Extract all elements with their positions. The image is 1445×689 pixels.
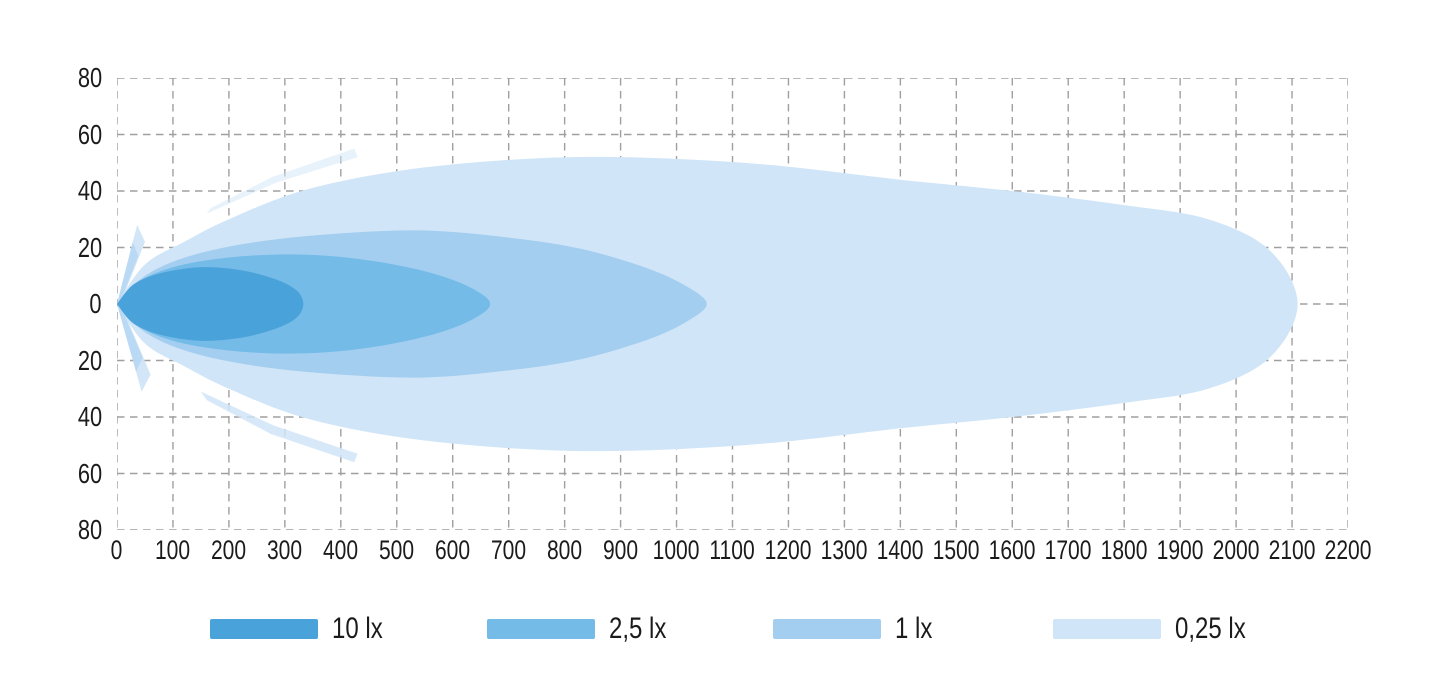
- x-tick-text: 1400: [876, 535, 924, 565]
- x-tick-label: 0: [69, 536, 165, 564]
- x-tick-label: 400: [293, 536, 389, 564]
- x-tick-text: 700: [491, 535, 527, 565]
- x-tick-text: 300: [267, 535, 303, 565]
- x-tick-text: 1100: [709, 535, 756, 565]
- flare-upper-inner-spike: [117, 241, 139, 304]
- x-tick-label: 300: [237, 536, 333, 564]
- y-tick-text: 0: [89, 288, 102, 319]
- x-tick-label: 1400: [852, 536, 948, 564]
- x-tick-text: 900: [603, 535, 639, 565]
- y-tick-label: 80: [32, 64, 102, 92]
- x-tick-text: 1600: [988, 535, 1036, 565]
- x-tick-label: 1500: [908, 536, 1004, 564]
- x-tick-label: 500: [349, 536, 445, 564]
- x-tick-label: 1700: [1020, 536, 1116, 564]
- x-tick-label: 1900: [1132, 536, 1228, 564]
- legend-label: 1 lx: [895, 614, 942, 644]
- legend-label: 0,25 lx: [1175, 614, 1263, 644]
- x-tick-label: 700: [461, 536, 557, 564]
- x-tick-label: 2100: [1244, 536, 1340, 564]
- y-tick-text: 20: [77, 231, 102, 263]
- x-tick-text: 1000: [653, 535, 700, 565]
- x-tick-label: 1800: [1076, 536, 1172, 564]
- y-tick-label: 40: [32, 177, 102, 205]
- legend-swatch-025lx: [1053, 619, 1161, 639]
- flare-lower-inner-spike: [117, 304, 143, 372]
- x-tick-text: 0: [111, 535, 123, 565]
- y-tick-label: 40: [32, 403, 102, 431]
- legend-swatch-1lx: [773, 619, 881, 639]
- x-tick-text: 1300: [820, 535, 868, 565]
- x-tick-label: 1300: [796, 536, 892, 564]
- x-tick-label: 1000: [629, 536, 725, 564]
- y-tick-label: 60: [32, 457, 102, 489]
- x-tick-text: 1900: [1156, 535, 1204, 565]
- flare-lower-wing: [200, 391, 358, 463]
- x-tick-text: 1200: [765, 535, 812, 565]
- contour-10lx: [117, 267, 304, 341]
- y-tick-text: 60: [77, 457, 102, 489]
- x-tick-text: 2100: [1268, 535, 1316, 565]
- y-tick-label: 20: [32, 231, 102, 263]
- x-tick-text: 1800: [1100, 535, 1148, 565]
- y-tick-label: 80: [32, 516, 102, 544]
- x-tick-label: 900: [573, 536, 669, 564]
- x-tick-text: 1700: [1044, 535, 1092, 565]
- x-tick-label: 200: [181, 536, 277, 564]
- y-tick-text: 40: [77, 401, 102, 432]
- y-tick-text: 80: [77, 62, 102, 93]
- y-tick-text: 20: [77, 344, 102, 376]
- x-tick-text: 200: [211, 535, 247, 565]
- legend-label: 10 lx: [332, 614, 395, 644]
- x-tick-text: 1500: [932, 535, 980, 565]
- legend-label: 2,5 lx: [609, 614, 681, 644]
- x-tick-label: 600: [405, 536, 501, 564]
- legend-label-text: 10 lx: [332, 612, 383, 645]
- legend-label-text: 0,25 lx: [1175, 612, 1246, 645]
- legend-swatch-10lx: [210, 619, 318, 639]
- legend-swatch-25lx: [487, 619, 595, 639]
- x-tick-text: 2200: [1324, 535, 1372, 565]
- x-tick-text: 100: [155, 535, 191, 565]
- x-tick-text: 800: [547, 535, 583, 565]
- x-tick-label: 2200: [1300, 536, 1396, 564]
- legend-label-text: 1 lx: [895, 612, 933, 645]
- x-tick-text: 2000: [1212, 535, 1260, 565]
- x-tick-label: 800: [517, 536, 613, 564]
- beam-contours: [117, 148, 1298, 463]
- y-tick-text: 80: [77, 514, 102, 545]
- y-tick-label: 60: [32, 118, 102, 150]
- x-tick-label: 2000: [1188, 536, 1284, 564]
- x-tick-label: 1200: [740, 536, 836, 564]
- y-tick-label: 0: [32, 290, 102, 318]
- y-tick-label: 20: [32, 344, 102, 376]
- x-tick-text: 500: [379, 535, 415, 565]
- legend-label-text: 2,5 lx: [609, 612, 667, 645]
- x-tick-label: 1600: [964, 536, 1060, 564]
- x-tick-text: 400: [323, 535, 359, 565]
- x-tick-label: 1100: [685, 536, 781, 564]
- y-tick-text: 60: [77, 118, 102, 150]
- plot-area: [117, 78, 1348, 530]
- y-tick-text: 40: [77, 175, 102, 206]
- flare-upper-wing: [206, 148, 358, 214]
- x-tick-text: 600: [435, 535, 471, 565]
- x-tick-label: 100: [125, 536, 221, 564]
